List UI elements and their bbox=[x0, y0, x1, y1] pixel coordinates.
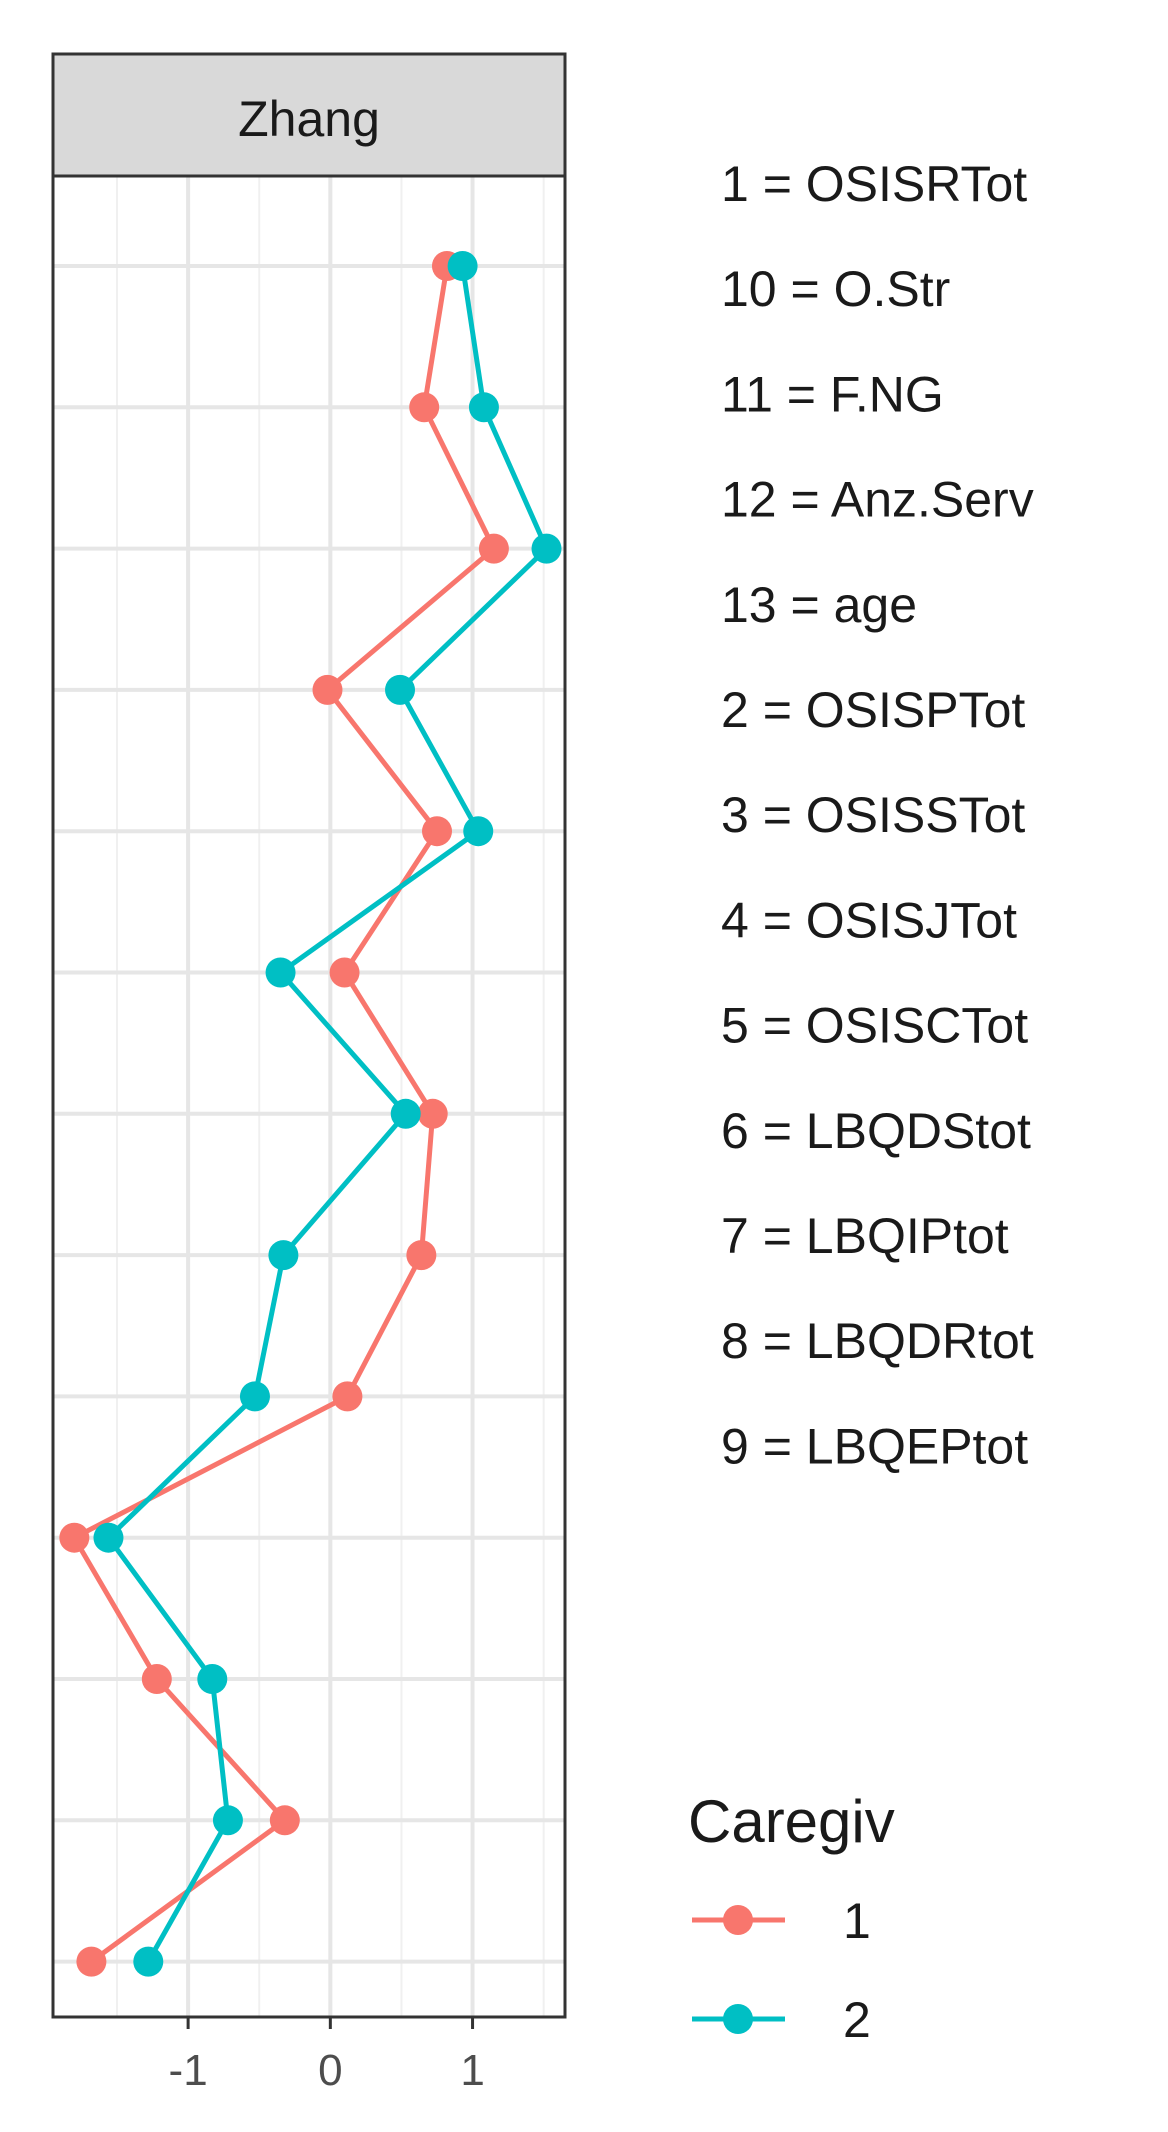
data-point-series-1 bbox=[329, 957, 360, 988]
panel-background bbox=[53, 176, 565, 2017]
data-point-series-1 bbox=[332, 1381, 363, 1412]
data-point-series-2 bbox=[447, 251, 478, 281]
data-point-series-2 bbox=[133, 1946, 164, 1977]
legend-key-point bbox=[723, 1905, 753, 1935]
data-point-series-2 bbox=[265, 957, 296, 988]
variable-key-item: 11 = F.NG bbox=[721, 366, 944, 422]
legend-label: 1 bbox=[843, 1893, 871, 1949]
facet-strip-label: Zhang bbox=[238, 91, 380, 147]
x-tick-label: -1 bbox=[169, 2046, 208, 2095]
data-point-series-2 bbox=[463, 816, 494, 847]
series-2 bbox=[93, 251, 562, 1977]
data-point-series-1 bbox=[409, 392, 440, 423]
variable-key-item: 8 = LBQDRtot bbox=[721, 1313, 1034, 1369]
variable-key-item: 1 = OSISRTot bbox=[721, 156, 1027, 212]
legend-items: 12 bbox=[692, 1893, 871, 2048]
variable-key: 1 = OSISRTot 10 = O.Str 11 = F.NG 12 = Anz.… bbox=[721, 156, 1034, 1474]
data-point-series-2 bbox=[385, 674, 416, 705]
data-point-series-1 bbox=[76, 1946, 107, 1977]
x-axis: -1 0 1 bbox=[169, 2017, 485, 2095]
data-point-series-1 bbox=[478, 533, 509, 564]
x-tick-label: 1 bbox=[460, 2046, 484, 2095]
series-layer bbox=[59, 251, 562, 1977]
data-point-series-2 bbox=[468, 392, 499, 423]
data-point-series-1 bbox=[406, 1240, 437, 1271]
variable-key-item: 13 = age bbox=[721, 577, 917, 633]
data-point-series-1 bbox=[141, 1664, 172, 1694]
variable-key-item: 10 = O.Str bbox=[721, 261, 950, 317]
series-1 bbox=[59, 251, 509, 1977]
variable-key-item: 5 = OSISCTot bbox=[721, 998, 1028, 1054]
legend-title: Caregiv bbox=[688, 1788, 895, 1855]
variable-key-item: 2 = OSISPTot bbox=[721, 682, 1025, 738]
facet-strip-background bbox=[51, 52, 567, 178]
data-point-series-1 bbox=[422, 816, 452, 847]
data-point-series-1 bbox=[417, 1098, 448, 1129]
data-point-series-1 bbox=[312, 674, 343, 705]
variable-key-item: 7 = LBQIPtot bbox=[721, 1208, 1009, 1264]
data-point-series-2 bbox=[239, 1381, 270, 1412]
variable-key-item: 6 = LBQDStot bbox=[721, 1103, 1031, 1159]
data-point-series-2 bbox=[197, 1664, 228, 1694]
data-point-series-1 bbox=[269, 1805, 300, 1836]
variable-key-item: 3 = OSISSTot bbox=[721, 787, 1025, 843]
legend-item-1: 1 bbox=[692, 1893, 871, 1949]
panel bbox=[51, 174, 567, 2019]
legend-key-point bbox=[723, 2004, 753, 2034]
legend-label: 2 bbox=[843, 1992, 871, 2048]
variable-key-item: 4 = OSISJTot bbox=[721, 892, 1017, 948]
variable-key-item: 9 = LBQEPtot bbox=[721, 1418, 1028, 1474]
data-point-series-2 bbox=[268, 1240, 299, 1271]
major-gridlines bbox=[53, 176, 565, 2017]
data-point-series-2 bbox=[531, 533, 562, 564]
data-point-series-1 bbox=[59, 1522, 90, 1553]
data-point-series-2 bbox=[93, 1522, 124, 1553]
data-point-series-2 bbox=[390, 1098, 421, 1129]
data-point-series-2 bbox=[212, 1805, 243, 1836]
x-tick-label: 0 bbox=[318, 2046, 342, 2095]
legend: Caregiv 12 bbox=[688, 1788, 895, 2048]
facet-strip: Zhang bbox=[51, 52, 567, 178]
legend-item-2: 2 bbox=[692, 1992, 871, 2048]
minor-gridlines bbox=[116, 176, 545, 2017]
variable-key-item: 12 = Anz.Serv bbox=[721, 472, 1034, 528]
